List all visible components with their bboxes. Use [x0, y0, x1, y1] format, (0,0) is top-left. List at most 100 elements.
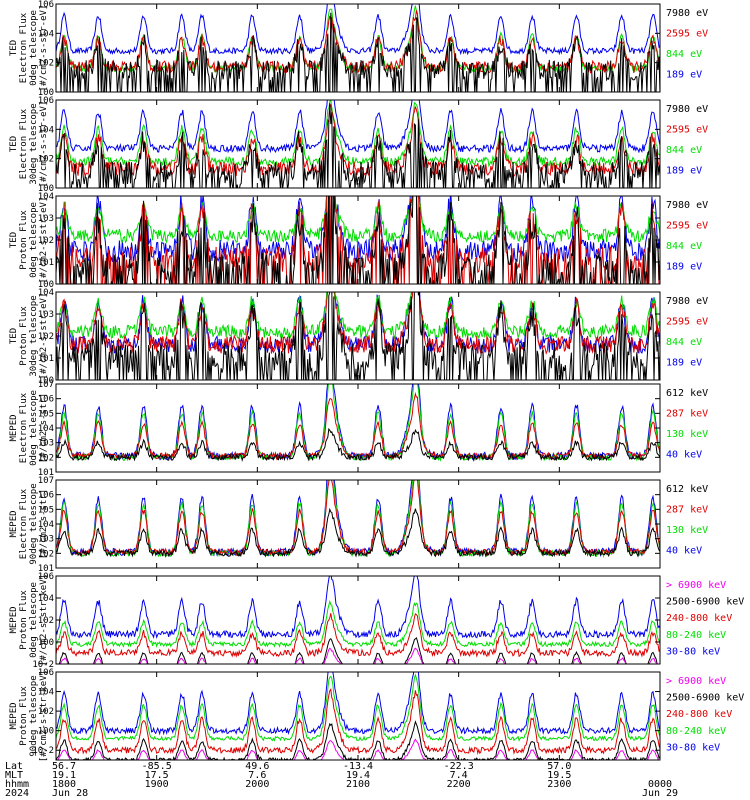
- y-axis-label-line: MEPED: [9, 702, 19, 729]
- y-axis-label: MEPED Electron Flux 90deg telescope [#/cm2-…: [9, 483, 49, 564]
- time-axis-value: 7.4: [450, 770, 468, 781]
- y-tick-label: 100: [38, 184, 54, 194]
- y-tick-label: 102: [38, 549, 54, 559]
- legend-entry: 287 keV: [666, 408, 708, 419]
- legend-entry: 189 eV: [666, 165, 702, 176]
- y-tick-label: 106: [38, 668, 54, 678]
- y-axis-label-line: [#/cm2-s-str]: [39, 489, 49, 559]
- time-axis-row-label-mlt: MLT: [5, 770, 23, 781]
- y-axis-label-line: TED: [9, 232, 19, 248]
- time-axis-value: 7.6: [248, 770, 266, 781]
- panel-1-series: [56, 4, 660, 92]
- series-line-189-ev: [56, 196, 660, 264]
- y-tick-label: 104: [38, 125, 54, 135]
- series-line-2595-ev: [56, 103, 660, 179]
- legend-entry: 7980 eV: [666, 296, 708, 307]
- panel-6-series: [56, 480, 660, 559]
- panel-2-series: [56, 100, 660, 188]
- y-tick-label: 106: [38, 572, 54, 582]
- y-axis-label-line: MEPED: [9, 414, 19, 441]
- y-tick-label: 103: [38, 535, 54, 545]
- y-axis-label-line: TED: [9, 40, 19, 56]
- y-tick-label: 100: [38, 280, 54, 290]
- legend-entry: 30-80 keV: [666, 646, 720, 657]
- y-axis-label-line: [#/cm2-s-str-keV]: [39, 670, 49, 762]
- y-tick-label: 100: [38, 376, 54, 386]
- y-axis-label: MEPED Proton Flux 0deg telescope [#/cm2-s-s…: [9, 574, 49, 666]
- y-tick-label: 103: [38, 310, 54, 320]
- panel-5-series: [56, 384, 660, 463]
- y-axis-label-line: [#/cm2-s-str]: [39, 393, 49, 463]
- y-tick-label: 104: [38, 520, 54, 530]
- series-line-7980-ev: [56, 196, 660, 284]
- y-tick-label: 102: [38, 707, 54, 717]
- y-tick-label: 104: [38, 594, 54, 604]
- panel-3-series: [56, 196, 660, 284]
- legend-entry: 2500-6900 keV: [666, 693, 744, 704]
- y-tick-label: 104: [38, 424, 54, 434]
- legend-entry: 612 keV: [666, 484, 708, 495]
- y-axis-label: TED Proton Flux 0deg telescope [#/cm2-s-str…: [9, 197, 49, 284]
- y-tick-label: 101: [38, 564, 54, 574]
- series-line-240-800-kev: [56, 687, 660, 755]
- legend-entry: 844 eV: [666, 241, 702, 252]
- legend-entry: 240-800 keV: [666, 709, 732, 720]
- y-axis-label-line: Electron Flux: [19, 108, 29, 179]
- series-line-7980-ev: [56, 292, 660, 380]
- y-tick-label: 101: [38, 354, 54, 364]
- y-tick-label: 102: [38, 59, 54, 69]
- time-axis-value: -13.4: [343, 761, 373, 772]
- legend-entry: 189 eV: [666, 69, 702, 80]
- legend-entry: 7980 eV: [666, 200, 708, 211]
- time-axis-value: Jun 29: [642, 788, 678, 799]
- legend-entry: > 6900 keV: [666, 676, 726, 687]
- time-axis-row-label-lat: Lat: [5, 761, 23, 772]
- legend-entry: 80-240 keV: [666, 630, 726, 641]
- time-axis-row-label-year: 2024: [5, 788, 29, 799]
- time-axis-value: 56.7: [52, 761, 76, 772]
- y-axis-label: MEPED Proton Flux 90deg telescope [#/cm2-s-…: [9, 670, 49, 762]
- legend-entry: 30-80 keV: [666, 742, 720, 753]
- y-tick-label: 10-2: [32, 746, 54, 756]
- series-line-612-kev: [56, 507, 660, 558]
- time-axis-value: 2300: [547, 779, 571, 790]
- legend-entry: 2595 eV: [666, 220, 708, 231]
- y-tick-label: 106: [38, 0, 54, 10]
- legend-entry: > 6900 keV: [666, 580, 726, 591]
- series-line-80-240-kev: [56, 599, 660, 648]
- y-axis-label-line: Electron Flux: [19, 12, 29, 83]
- legend-entry: 844 eV: [666, 145, 702, 156]
- y-axis-label-line: 0deg telescope: [29, 390, 39, 466]
- legend-entry: 2595 eV: [666, 28, 708, 39]
- legend-entry: 130 keV: [666, 429, 708, 440]
- y-tick-label: 102: [38, 236, 54, 246]
- y-tick-label: 107: [38, 476, 54, 486]
- y-tick-label: 100: [38, 727, 54, 737]
- panel-7-series: [56, 576, 660, 664]
- time-axis-row-label-hhmm: hhmm: [5, 779, 29, 790]
- y-axis-label-line: Electron Flux: [19, 488, 29, 559]
- series-line-189-ev: [56, 100, 660, 154]
- y-axis-label-line: [#/cm2-s-str-eV]: [39, 293, 49, 380]
- time-axis-value: 1800: [52, 779, 76, 790]
- time-axis-value: -85.5: [142, 761, 172, 772]
- legend-entry: 80-240 keV: [666, 726, 726, 737]
- time-axis-value: 19.4: [346, 770, 370, 781]
- time-axis-value: 2000: [245, 779, 269, 790]
- y-tick-label: 100: [38, 88, 54, 98]
- y-axis-label-line: Proton Flux: [19, 590, 29, 650]
- y-axis-label-line: [#/cm2-s-str-keV]: [39, 574, 49, 666]
- y-axis-label-line: TED: [9, 328, 19, 344]
- legend-entry: 844 eV: [666, 337, 702, 348]
- y-tick-label: 105: [38, 409, 54, 419]
- y-axis-label-line: Electron Flux: [19, 392, 29, 463]
- panel-4-series: [56, 292, 660, 380]
- legend-entry: 40 keV: [666, 545, 702, 556]
- y-axis-label-line: Proton Flux: [19, 210, 29, 270]
- legend-entry: 7980 eV: [666, 8, 708, 19]
